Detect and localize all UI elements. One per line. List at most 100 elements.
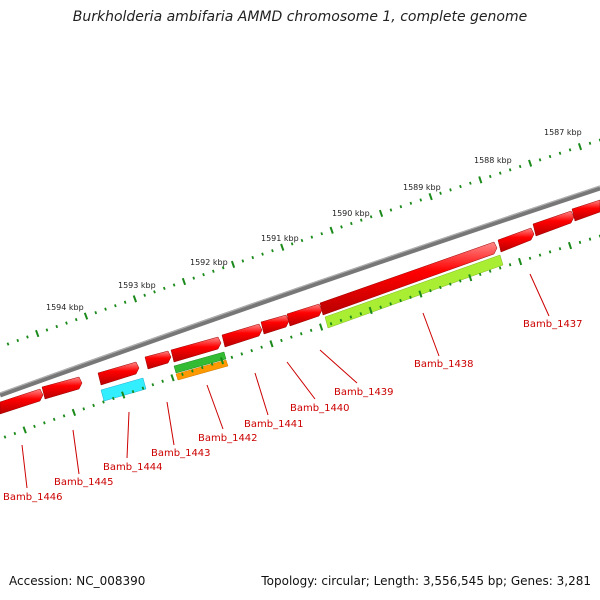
gene-labels: Bamb_1437 Bamb_1438 Bamb_1439 Bamb_1440 … <box>3 319 583 503</box>
minor-tick <box>300 238 304 243</box>
minor-tick <box>82 407 86 411</box>
backbone-highlight <box>0 185 600 394</box>
minor-tick <box>55 324 59 329</box>
gene-arrow <box>319 241 498 316</box>
gene-label[interactable]: Bamb_1445 <box>54 477 114 488</box>
minor-tick <box>92 403 95 408</box>
orange-feature-bar <box>175 359 229 381</box>
minor-tick <box>181 372 184 376</box>
gene-label[interactable]: Bamb_1439 <box>334 387 394 398</box>
minor-tick <box>320 232 324 236</box>
minor-tick <box>6 342 10 346</box>
gene-arrow <box>532 210 575 237</box>
major-tick <box>478 176 483 184</box>
minor-tick <box>202 273 205 277</box>
minor-tick <box>33 424 36 429</box>
major-tick <box>132 295 138 303</box>
minor-tick <box>13 431 17 436</box>
minor-tick <box>74 318 78 322</box>
minor-tick <box>3 435 7 439</box>
minor-tick <box>528 256 532 260</box>
green-feature-bar <box>173 351 227 374</box>
minor-tick <box>162 286 166 291</box>
major-tick <box>319 323 324 331</box>
minor-tick <box>488 174 492 179</box>
gene-label[interactable]: Bamb_1437 <box>523 319 583 330</box>
minor-tick <box>52 417 56 422</box>
minor-tick <box>349 315 353 319</box>
kbp-label: 1593 kbp <box>118 281 156 290</box>
kbp-label: 1591 kbp <box>261 234 299 243</box>
minor-tick <box>538 158 542 162</box>
minor-tick <box>65 321 68 325</box>
minor-tick <box>271 249 274 253</box>
leader-line <box>319 349 358 384</box>
major-tick <box>35 329 40 338</box>
gene-label[interactable]: Bamb_1441 <box>244 419 304 430</box>
minor-tick <box>26 335 29 339</box>
gene-label[interactable]: Bamb_1442 <box>198 433 258 444</box>
major-tick <box>518 257 523 266</box>
minor-tick <box>449 282 452 286</box>
minor-tick <box>102 400 105 404</box>
minor-tick <box>94 311 98 315</box>
gene-arrow <box>144 350 172 370</box>
minor-tick <box>548 250 552 254</box>
minor-tick <box>558 247 562 251</box>
major-tick <box>567 241 573 250</box>
minor-tick <box>16 338 20 343</box>
major-tick <box>83 312 89 320</box>
gene-arrow <box>97 361 140 386</box>
minor-tick <box>409 201 413 205</box>
minor-tick <box>151 383 155 387</box>
minor-tick <box>449 188 452 192</box>
minor-tick <box>153 290 156 294</box>
minor-tick <box>45 328 49 332</box>
minor-tick <box>280 338 283 343</box>
major-tick <box>528 159 533 167</box>
chromosome-backbone <box>0 185 600 398</box>
gene-label[interactable]: Bamb_1443 <box>151 448 211 459</box>
leader-line <box>529 273 550 317</box>
major-tick <box>577 142 583 151</box>
outer-tick-ring <box>6 138 600 346</box>
leader-line <box>166 401 175 446</box>
minor-tick <box>369 215 373 219</box>
minor-tick <box>458 279 462 283</box>
minor-tick <box>290 335 293 339</box>
minor-tick <box>399 298 402 303</box>
minor-tick <box>43 421 46 425</box>
gene-arrow <box>571 199 600 222</box>
major-tick <box>418 290 423 298</box>
minor-tick <box>478 272 482 277</box>
minor-tick <box>350 221 353 226</box>
minor-tick <box>104 307 107 311</box>
minor-tick <box>261 252 264 256</box>
minor-tick <box>359 218 363 222</box>
gene-label[interactable]: Bamb_1440 <box>290 403 350 414</box>
major-tick <box>170 374 175 382</box>
minor-tick <box>518 164 522 169</box>
kbp-label: 1590 kbp <box>332 209 370 218</box>
map-title: Burkholderia ambifaria AMMD chromosome 1… <box>72 9 528 25</box>
minor-tick <box>399 205 403 209</box>
major-tick <box>368 306 373 315</box>
minor-tick <box>419 198 423 202</box>
minor-tick <box>488 269 492 273</box>
minor-tick <box>389 302 392 306</box>
minor-tick <box>498 171 502 175</box>
minor-tick <box>359 312 363 316</box>
minor-tick <box>131 390 135 394</box>
gene-label[interactable]: Bamb_1438 <box>414 359 474 370</box>
gene-label[interactable]: Bamb_1444 <box>103 462 163 473</box>
leader-line <box>21 444 28 489</box>
major-tick <box>428 192 433 201</box>
gene-label[interactable]: Bamb_1446 <box>3 492 63 503</box>
minor-tick <box>429 289 432 293</box>
major-tick <box>378 209 384 218</box>
minor-tick <box>114 304 117 308</box>
leader-line <box>286 361 316 400</box>
minor-tick <box>221 266 225 270</box>
minor-tick <box>459 184 462 189</box>
